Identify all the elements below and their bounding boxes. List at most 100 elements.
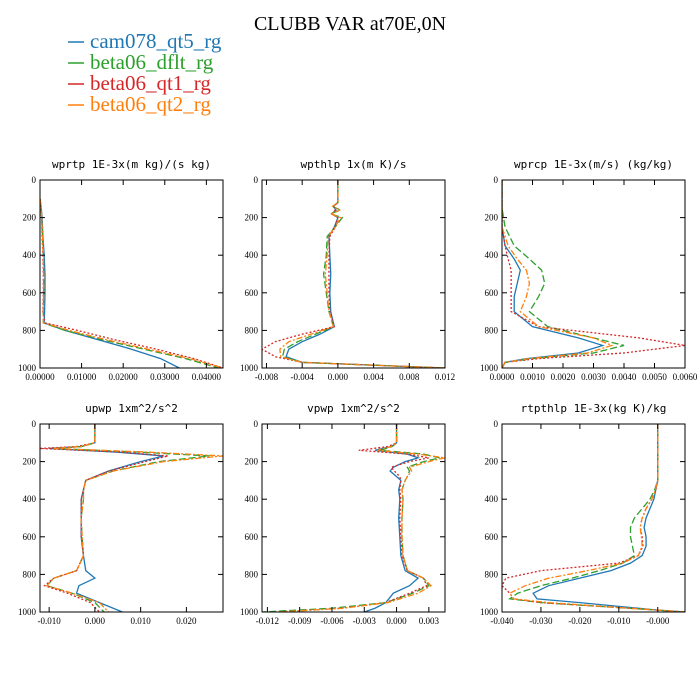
series-line-2-1 xyxy=(502,180,625,368)
ytick-label-3-2: 400 xyxy=(23,494,37,504)
xtick-label-2-6: 0.0060 xyxy=(673,372,698,382)
xtick-label-0-0: 0.00000 xyxy=(25,372,55,382)
ytick-label-1-4: 800 xyxy=(245,325,259,335)
series-line-1-3 xyxy=(279,180,445,368)
xtick-label-1-5: 0.012 xyxy=(435,372,455,382)
xtick-label-0-4: 0.04000 xyxy=(192,372,222,382)
ytick-label-1-5: 1000 xyxy=(240,363,259,373)
series-line-0-2 xyxy=(40,198,223,368)
legend-label-2: beta06_qt1_rg xyxy=(90,71,211,95)
panel-1: wpthlp 1x(m K)/s 0 200 400 600 800 1000-0.008 -… xyxy=(240,158,455,382)
ytick-label-2-3: 600 xyxy=(485,288,499,298)
series-group-4 xyxy=(262,424,445,612)
xtick-label-1-1: -0.004 xyxy=(291,372,315,382)
ytick-label-1-0: 0 xyxy=(254,175,259,185)
xtick-label-3-1: 0.000 xyxy=(85,616,106,626)
series-group-1 xyxy=(262,180,445,368)
ytick-label-3-4: 800 xyxy=(23,569,37,579)
series-line-4-0 xyxy=(364,424,421,612)
series-line-1-2 xyxy=(262,180,445,368)
xtick-label-5-0: -0.040 xyxy=(490,616,514,626)
series-line-4-3 xyxy=(278,424,445,612)
series-line-5-3 xyxy=(508,424,685,612)
panel-5: rtpthlp 1E-3x(kg K)/kg02004006008001000-… xyxy=(480,402,686,626)
ytick-label-1-1: 200 xyxy=(245,213,259,223)
series-line-4-2 xyxy=(278,424,429,612)
xtick-label-3-3: 0.020 xyxy=(176,616,197,626)
series-group-0 xyxy=(40,198,223,368)
ytick-label-2-0: 0 xyxy=(494,175,499,185)
series-line-2-0 xyxy=(502,180,605,368)
xtick-label-5-3: -0.010 xyxy=(607,616,631,626)
ytick-label-5-2: 400 xyxy=(485,494,499,504)
series-line-3-0 xyxy=(49,424,164,612)
panel-frame-5 xyxy=(501,423,686,613)
panel-title-0: wprtp 1E-3x(m kg)/(s kg) xyxy=(52,158,211,171)
panel-frame-4 xyxy=(261,423,446,613)
legend-label-1: beta06_dflt_rg xyxy=(90,50,214,74)
ytick-label-4-0: 0 xyxy=(254,419,259,429)
ytick-label-1-3: 600 xyxy=(245,288,259,298)
xtick-label-2-4: 0.0040 xyxy=(612,372,637,382)
ytick-label-3-1: 200 xyxy=(23,457,37,467)
series-line-0-0 xyxy=(40,198,180,368)
series-group-2 xyxy=(502,180,685,368)
series-line-1-0 xyxy=(285,180,445,368)
series-line-2-3 xyxy=(502,180,614,368)
ytick-label-4-3: 600 xyxy=(245,532,259,542)
ytick-label-3-5: 1000 xyxy=(18,607,37,617)
series-line-0-1 xyxy=(40,198,220,368)
series-line-0-3 xyxy=(40,198,223,368)
ytick-label-2-2: 400 xyxy=(485,250,499,260)
series-line-3-3 xyxy=(45,424,223,612)
panel-frame-0 xyxy=(39,179,224,369)
series-group-3 xyxy=(40,424,223,612)
ytick-label-5-4: 800 xyxy=(485,569,499,579)
panel-frame-3 xyxy=(39,423,224,613)
xtick-label-4-5: 0.003 xyxy=(419,616,440,626)
panel-3: upwp 1xm^2/s^2 0 200 400 600 800 1000-0.010 0.0… xyxy=(18,402,224,626)
series-line-5-0 xyxy=(532,424,685,612)
ytick-label-5-3: 600 xyxy=(485,532,499,542)
xtick-label-2-1: 0.0010 xyxy=(520,372,545,382)
xtick-label-0-1: 0.01000 xyxy=(67,372,97,382)
xtick-label-5-4: -0.000 xyxy=(646,616,670,626)
series-line-3-1 xyxy=(45,424,210,612)
ytick-label-5-5: 1000 xyxy=(480,607,499,617)
xtick-label-1-4: 0.008 xyxy=(399,372,420,382)
xtick-label-2-5: 0.0050 xyxy=(642,372,667,382)
panel-title-4: vpwp 1xm^2/s^2 xyxy=(307,402,400,415)
xtick-label-4-0: -0.012 xyxy=(256,616,279,626)
xtick-label-4-1: -0.009 xyxy=(288,616,312,626)
ytick-label-0-3: 600 xyxy=(23,288,37,298)
ytick-label-3-0: 0 xyxy=(32,419,37,429)
xtick-label-0-2: 0.02000 xyxy=(109,372,139,382)
panel-title-2: wprcp 1E-3x(m/s) (kg/kg) xyxy=(514,158,673,171)
legend-label-0: cam078_qt5_rg xyxy=(90,29,222,53)
panel-0: wprtp 1E-3x(m kg)/(s kg) 0 200 400 600 800 100… xyxy=(18,158,224,382)
ytick-label-0-5: 1000 xyxy=(18,363,37,373)
panel-frame-1 xyxy=(261,179,446,369)
xtick-label-4-4: 0.000 xyxy=(386,616,407,626)
figure-title: CLUBB VAR at70E,0N xyxy=(254,13,446,35)
xtick-label-2-0: 0.0000 xyxy=(490,372,515,382)
plot-panels: wprtp 1E-3x(m kg)/(s kg) 0 200 400 600 800 100… xyxy=(18,158,698,626)
xtick-label-2-2: 0.0020 xyxy=(551,372,576,382)
legend-label-3: beta06_qt2_rg xyxy=(90,92,211,116)
xtick-label-1-0: -0.008 xyxy=(255,372,279,382)
ytick-label-3-3: 600 xyxy=(23,532,37,542)
xtick-label-1-2: 0.000 xyxy=(328,372,349,382)
xtick-label-1-3: 0.004 xyxy=(363,372,384,382)
series-line-2-2 xyxy=(502,180,685,368)
ytick-label-2-4: 800 xyxy=(485,325,499,335)
ytick-label-4-1: 200 xyxy=(245,457,259,467)
series-line-5-2 xyxy=(502,424,685,612)
ytick-label-5-0: 0 xyxy=(494,419,499,429)
ytick-label-4-5: 1000 xyxy=(240,607,259,617)
xtick-label-4-3: -0.003 xyxy=(353,616,377,626)
xtick-label-4-2: -0.006 xyxy=(320,616,344,626)
panel-4: vpwp 1xm^2/s^2 0 200 400 600 800 1000-0.012 -0.… xyxy=(240,402,446,626)
panel-2: wprcp 1E-3x(m/s) (kg/kg) 0 200 400 600 800 100… xyxy=(480,158,698,382)
ytick-label-2-1: 200 xyxy=(485,213,499,223)
